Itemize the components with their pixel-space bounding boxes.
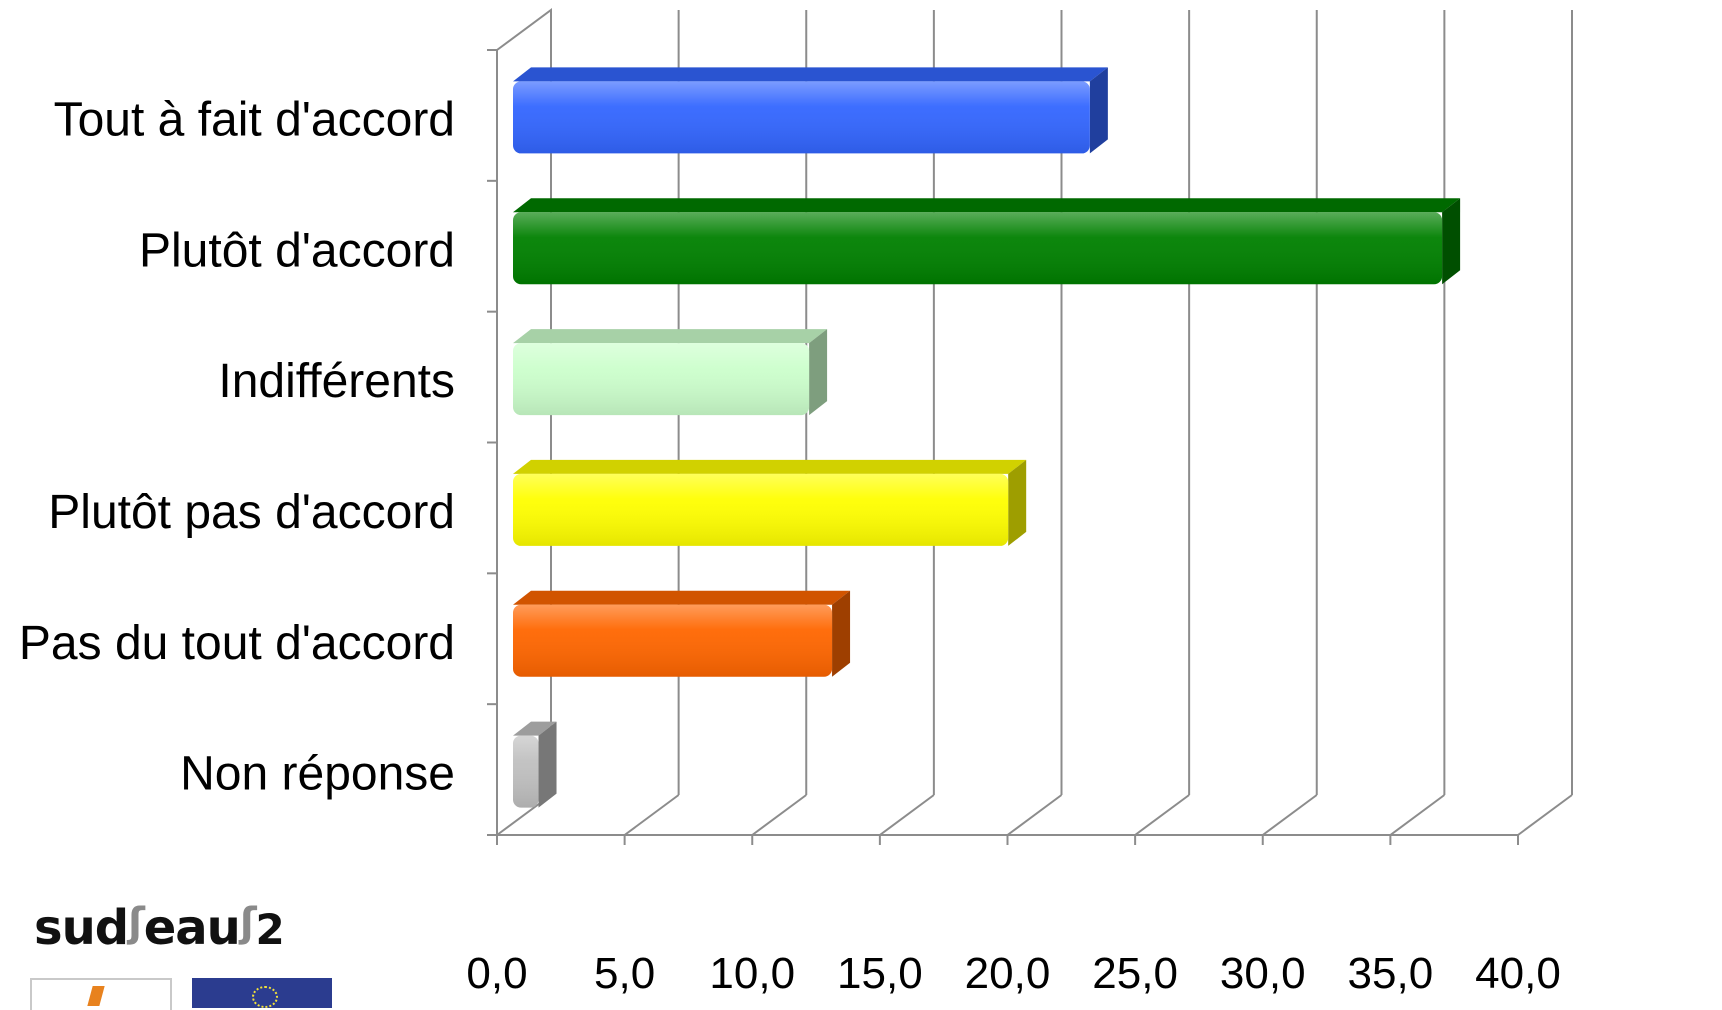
floor-gridline — [1262, 794, 1318, 836]
bar-side-face — [1442, 198, 1461, 285]
sudeau2-logo: sudʃeauʃ2 — [30, 900, 350, 1010]
bar-top-face — [513, 721, 557, 736]
bar-shine — [513, 81, 1090, 154]
bar-side-face — [538, 721, 557, 808]
bar-top-face — [513, 329, 828, 344]
logo-text: sudʃeauʃ2 — [34, 900, 285, 956]
bar — [513, 590, 851, 677]
floor-gridline — [1389, 794, 1445, 836]
category-label: Plutôt d'accord — [139, 224, 455, 277]
bar-shine — [513, 735, 539, 808]
bar-shine — [513, 212, 1443, 285]
bar-top-face — [513, 198, 1461, 213]
bar-side-face — [1089, 67, 1108, 154]
bar-top-face — [513, 459, 1027, 474]
category-label: Tout à fait d'accord — [54, 93, 455, 146]
x-tick-label: 0,0 — [466, 949, 527, 998]
bar-top-face — [513, 67, 1108, 82]
bars-group — [513, 67, 1461, 808]
category-label: Non réponse — [180, 748, 455, 801]
eu-flag-logo — [192, 978, 332, 1008]
category-label: Pas du tout d'accord — [19, 617, 455, 670]
floor-gridline — [751, 794, 807, 836]
bar-shine — [513, 343, 810, 416]
x-tick-label: 5,0 — [594, 949, 655, 998]
x-tick-labels: 0,0 5,0 10,0 15,0 20,0 25,0 30,0 35,0 40,0 — [466, 949, 1560, 998]
partner-logo — [30, 978, 172, 1010]
bar — [513, 329, 828, 416]
category-labels: Tout à fait d'accord Plutôt d'accord Indif… — [19, 93, 455, 800]
bar — [513, 721, 557, 808]
floor-gridline — [879, 794, 935, 836]
floor-gridline — [624, 794, 680, 836]
bar-shine — [513, 604, 833, 677]
floor-gridline — [1517, 794, 1573, 836]
x-tick-label: 10,0 — [709, 949, 795, 998]
bar — [513, 67, 1108, 154]
bar — [513, 198, 1461, 285]
x-tick-label: 25,0 — [1092, 949, 1178, 998]
x-tick-label: 35,0 — [1348, 949, 1434, 998]
category-label: Indifférents — [218, 355, 455, 408]
x-tick-label: 30,0 — [1220, 949, 1306, 998]
bar — [513, 459, 1027, 546]
bar-side-face — [809, 329, 828, 416]
bar-top-face — [513, 590, 851, 605]
x-tick-label: 40,0 — [1475, 949, 1561, 998]
floor-gridline — [1006, 794, 1063, 836]
bar-side-face — [832, 590, 851, 677]
category-label: Plutôt pas d'accord — [48, 486, 455, 539]
bar-side-face — [1008, 459, 1027, 546]
floor-gridline — [1134, 794, 1190, 836]
x-tick-label: 20,0 — [965, 949, 1051, 998]
x-tick-label: 15,0 — [837, 949, 923, 998]
bar-shine — [513, 473, 1009, 546]
